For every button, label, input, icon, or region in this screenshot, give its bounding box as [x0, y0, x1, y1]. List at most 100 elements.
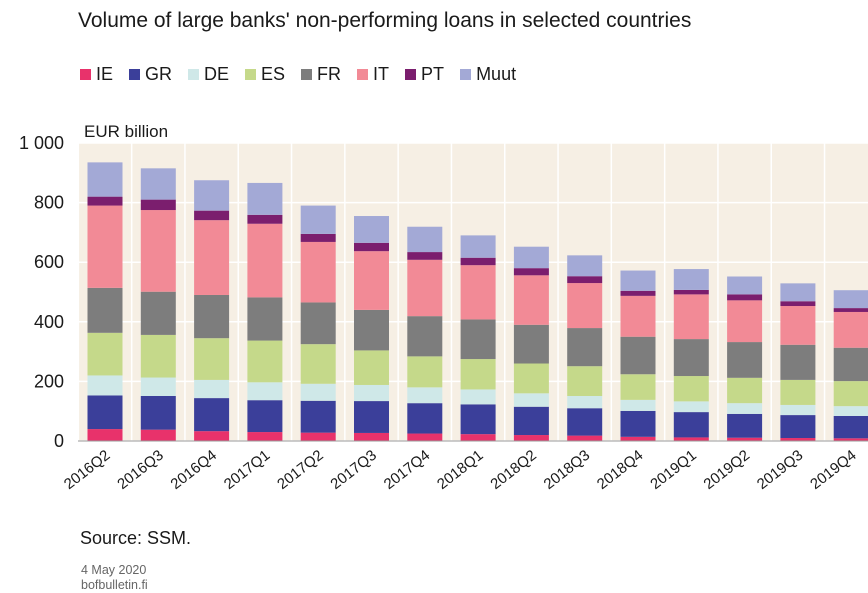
bar-segment-de: [87, 375, 123, 396]
bar-segment-fr: [300, 302, 336, 345]
legend-item-muut: Muut: [460, 64, 516, 85]
x-tick-label: 2016Q4: [168, 447, 221, 493]
bar-segment-pt: [87, 196, 123, 206]
bar-segment-pt: [354, 242, 389, 252]
y-tick-label: 1 000: [19, 133, 64, 153]
bar-segment-es: [673, 376, 709, 402]
bar-segment-pt: [833, 308, 868, 312]
legend-label: GR: [145, 64, 173, 84]
bar-segment-ie: [407, 433, 443, 441]
bar-segment-muut: [460, 235, 496, 258]
bar-segment-de: [407, 387, 443, 404]
bar-segment-pt: [460, 257, 496, 266]
bar-segment-ie: [513, 435, 549, 441]
bar-segment-de: [567, 396, 603, 409]
chart-title: Volume of large banks' non-performing lo…: [78, 9, 692, 32]
bar-segment-es: [833, 381, 868, 407]
bar-segment-gr: [300, 400, 336, 433]
bar-segment-fr: [407, 316, 443, 357]
legend-swatch: [129, 69, 141, 80]
x-tick-label: 2017Q1: [221, 447, 274, 493]
bar-segment-es: [247, 340, 283, 383]
bar-segment-de: [247, 382, 283, 401]
legend-label: FR: [317, 64, 342, 84]
bar-segment-fr: [140, 291, 176, 335]
bar-segment-fr: [833, 347, 868, 382]
bar-segment-muut: [407, 226, 443, 253]
bar-segment-muut: [354, 216, 389, 243]
bar-segment-fr: [87, 287, 123, 333]
bar-segment-muut: [300, 205, 336, 234]
bar-segment-gr: [140, 396, 176, 430]
legend-label: ES: [261, 64, 286, 84]
bar-segment-it: [460, 265, 496, 320]
bar-segment-muut: [727, 276, 763, 295]
x-tick-label: 2019Q3: [754, 447, 807, 493]
bar-segment-de: [140, 377, 176, 397]
x-tick-label: 2018Q2: [487, 447, 540, 493]
legend-swatch: [357, 69, 369, 80]
legend-label: Muut: [476, 64, 517, 84]
legend-item-es: ES: [245, 64, 285, 85]
bar-segment-fr: [513, 324, 549, 364]
bar-segment-fr: [727, 342, 763, 378]
bar-segment-ie: [460, 434, 496, 441]
bar-segment-gr: [513, 406, 549, 436]
source-note: Source: SSM.: [80, 528, 192, 548]
x-tick-label: 2019Q2: [701, 447, 754, 493]
bar-segment-fr: [673, 339, 709, 377]
legend-swatch: [80, 69, 91, 80]
bar-segment-it: [727, 300, 763, 343]
bar-segment-gr: [673, 412, 709, 438]
bar-segment-fr: [780, 344, 816, 380]
bar-segment-fr: [620, 336, 656, 375]
bar-segment-ie: [833, 438, 868, 441]
bar-segment-muut: [673, 269, 709, 290]
bar-segment-gr: [247, 400, 283, 433]
bar-segment-ie: [727, 437, 763, 441]
bar-segment-pt: [140, 199, 176, 211]
y-axis-label: EUR billion: [84, 122, 168, 141]
legend-label: IE: [96, 64, 114, 84]
bar-segment-es: [354, 350, 389, 385]
legend-swatch: [460, 69, 472, 80]
bar-segment-es: [300, 344, 336, 384]
bar-segment-gr: [407, 403, 443, 434]
bar-segment-gr: [460, 404, 496, 435]
bar-segment-gr: [194, 398, 230, 432]
bar-segment-pt: [513, 268, 549, 276]
bar-segment-pt: [300, 233, 336, 242]
bar-segment-it: [513, 275, 549, 325]
bar-segment-muut: [247, 182, 283, 215]
bar-segment-fr: [460, 319, 496, 360]
bar-segment-gr: [727, 413, 763, 438]
bar-segment-muut: [194, 180, 230, 211]
bar-segment-es: [140, 334, 176, 378]
bar-segment-es: [780, 379, 816, 405]
x-tick-label: 2018Q4: [594, 447, 647, 493]
bar-segment-de: [620, 399, 656, 411]
legend-swatch: [405, 69, 417, 80]
bar-segment-muut: [567, 255, 603, 277]
bar-segment-fr: [194, 294, 230, 339]
x-tick-label: 2017Q4: [381, 447, 434, 493]
bar-segment-de: [513, 393, 549, 407]
bar-segment-muut: [780, 283, 816, 302]
legend-item-de: DE: [188, 64, 229, 85]
bar-segment-de: [727, 403, 763, 414]
bar-segment-pt: [727, 294, 763, 301]
bar-segment-ie: [300, 432, 336, 441]
legend: IE GR DE ES FR IT PT Muut: [80, 64, 516, 85]
bar-segment-ie: [354, 432, 389, 441]
bar-segment-it: [194, 220, 230, 295]
legend-label: PT: [421, 64, 445, 84]
legend-label: IT: [373, 64, 390, 84]
bar-segment-pt: [194, 210, 230, 221]
bar-segment-es: [460, 359, 496, 390]
bar-segment-fr: [567, 328, 603, 367]
legend-swatch: [245, 69, 257, 80]
bar-segment-de: [194, 379, 230, 399]
bar-segment-pt: [407, 252, 443, 260]
bar-segment-ie: [194, 431, 230, 441]
y-tick-label: 200: [34, 371, 64, 391]
